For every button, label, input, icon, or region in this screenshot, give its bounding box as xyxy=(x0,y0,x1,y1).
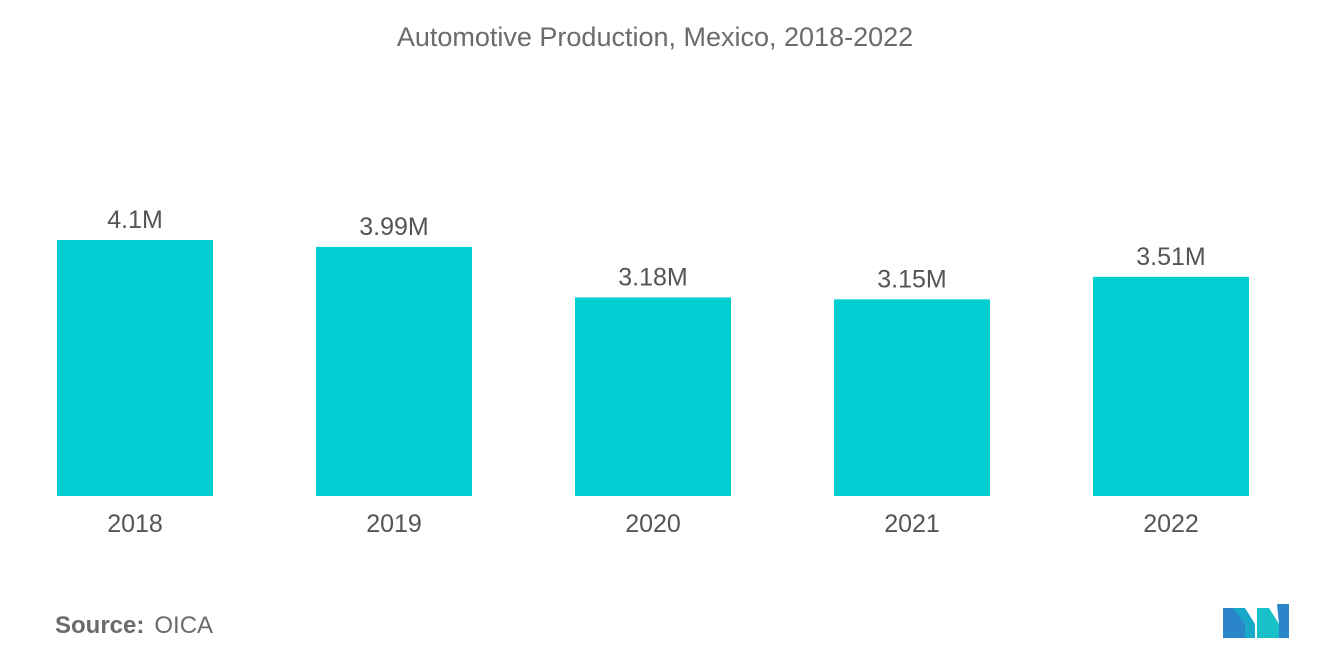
category-labels-layer: 2018 2019 2020 2021 2022 xyxy=(107,510,1199,538)
source-label: Source: xyxy=(55,612,145,639)
value-label-2019: 3.99M xyxy=(359,213,428,241)
category-label-2020: 2020 xyxy=(625,510,681,538)
bars-layer xyxy=(57,240,1249,496)
category-label-2022: 2022 xyxy=(1143,510,1199,538)
mordor-intelligence-logo xyxy=(1223,604,1289,643)
category-label-2019: 2019 xyxy=(366,510,422,538)
chart-title: Automotive Production, Mexico, 2018-2022 xyxy=(396,22,914,52)
bar-2022 xyxy=(1093,276,1249,496)
bar-2021 xyxy=(834,299,990,496)
value-label-2018: 4.1M xyxy=(107,206,163,234)
value-label-2020: 3.18M xyxy=(618,263,687,291)
bar-2020 xyxy=(575,297,731,496)
value-label-2021: 3.15M xyxy=(877,265,946,293)
bar-2019 xyxy=(316,246,472,496)
source-note: Source: OICA xyxy=(55,612,213,640)
bar-2018 xyxy=(57,240,213,496)
value-label-2022: 3.51M xyxy=(1136,243,1205,271)
source-value: OICA xyxy=(154,612,214,639)
category-label-2018: 2018 xyxy=(107,510,163,538)
category-label-2021: 2021 xyxy=(884,510,940,538)
value-labels-layer: 4.1M 3.99M 3.18M 3.15M 3.51M xyxy=(107,206,1206,293)
